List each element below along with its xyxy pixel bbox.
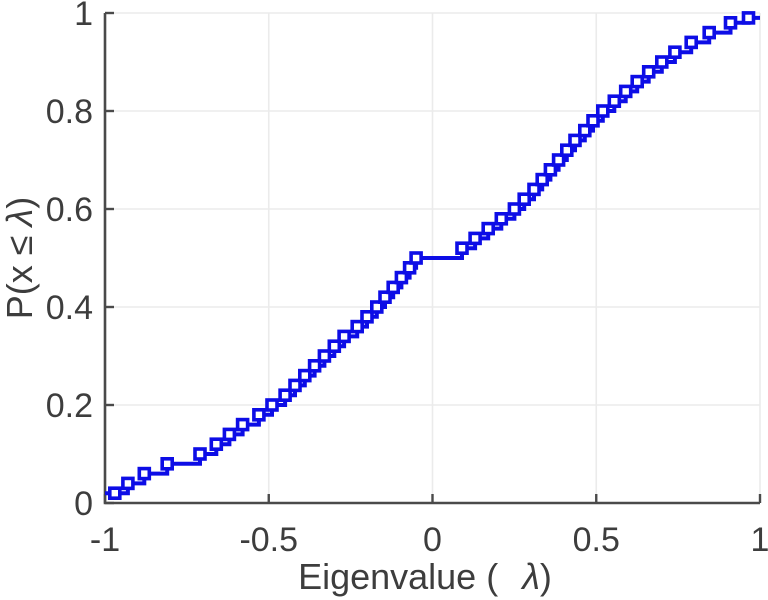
x-tick-label: 1 [751,521,768,559]
data-point-marker [494,212,509,226]
x-axis-label: Eigenvalue ( λ) [298,556,552,597]
data-point-marker [235,417,250,432]
y-tick-label: 0.6 [46,191,93,229]
data-point-marker [369,300,384,314]
y-tick-label: 0.8 [46,93,93,131]
data-point-marker [723,15,738,30]
tick-labels: -1 -0.5 0 0.5 1 0 0.2 0.4 0.6 0.8 1 [46,0,768,559]
data-point-marker [618,84,633,99]
data-point-marker [641,65,656,79]
data-point-marker [327,339,342,354]
data-point-marker [586,114,600,128]
data-point-marker [386,280,401,295]
y-tick-label: 0.2 [46,387,93,425]
data-point-marker [409,251,423,265]
data-point-marker [307,358,322,373]
axes [103,11,762,505]
data-point-marker [535,172,550,187]
data-point-marker [265,398,279,412]
x-tick-label: -1 [90,521,120,559]
data-point-marker [222,427,237,442]
data-point-marker [668,45,682,60]
x-tick-label: 0 [423,521,442,559]
data-point-marker [350,319,365,334]
data-point-marker [209,437,224,452]
data-point-marker [654,55,669,69]
data-point-marker [137,466,152,481]
data-point-marker [193,447,207,461]
data-point-marker [568,133,582,148]
ecdf-series [105,11,760,501]
data-point-marker [517,192,532,206]
lambda-symbol: λ [520,556,540,597]
data-point-marker [468,231,482,246]
data-point-marker [741,11,756,25]
x-tick-label: -0.5 [239,521,298,559]
data-point-marker [360,309,374,324]
data-point-marker [317,349,332,363]
data-point-marker [577,123,592,138]
lambda-symbol: λ [0,209,40,229]
data-point-marker [297,368,312,383]
data-point-marker [394,270,409,285]
x-tick-label: 0.5 [573,521,620,559]
data-point-marker [121,476,135,491]
data-point-marker [684,35,699,50]
data-point-marker [551,153,566,167]
y-axis-label-close: ) [0,197,40,209]
data-point-marker [527,182,541,197]
y-tick-label: 0.4 [46,289,93,327]
data-point-marker [378,290,392,305]
data-point-marker [252,407,266,422]
data-point-marker [559,143,574,157]
y-tick-label: 0 [74,485,93,523]
data-point-marker [481,221,496,236]
data-point-marker [507,202,522,216]
data-point-marker [595,104,610,118]
data-point-marker [108,486,122,501]
data-point-marker [607,94,622,108]
x-axis-label-close: ) [540,556,552,597]
data-point-marker [455,241,469,255]
data-point-marker [337,329,351,344]
data-point-marker [278,388,292,403]
y-axis-label-text: P(x ≤ [0,235,40,319]
x-axis-label-text: Eigenvalue ( [298,556,498,597]
data-point-marker [702,25,717,40]
data-point-marker [160,456,174,471]
gridlines [105,12,761,503]
data-point-marker [630,74,645,89]
data-point-marker [288,378,302,393]
y-tick-label: 1 [74,0,93,33]
y-axis-label: P(x ≤ λ) [0,197,40,319]
data-point-marker [543,163,558,177]
